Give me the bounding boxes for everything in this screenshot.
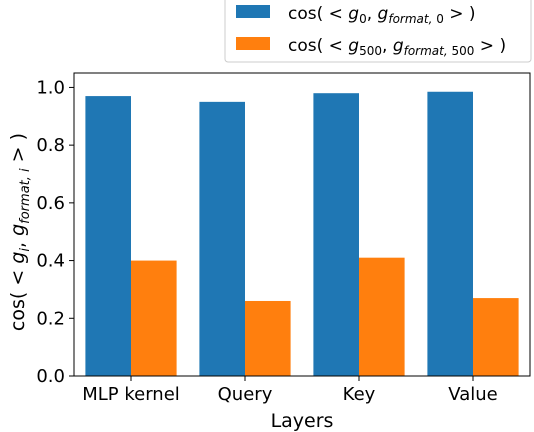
bar-series-0-0 <box>85 96 131 376</box>
legend-swatch-series-0 <box>236 5 270 18</box>
bar-series-1-1 <box>245 300 291 376</box>
x-tick-label-0: MLP kernel <box>82 384 180 405</box>
legend-label-series-0: cos( < g0, gformat, 0 > ) <box>288 4 476 26</box>
x-tick-label-3: Value <box>448 384 497 405</box>
x-tick-label-2: Key <box>343 384 376 405</box>
y-tick-label-5: 1.0 <box>36 77 65 98</box>
legend-swatch-series-1 <box>236 37 270 50</box>
y-tick-label-1: 0.2 <box>36 308 65 329</box>
y-axis-title: cos( < gi, gformat, i > ) <box>7 133 33 331</box>
bar-series-1-0 <box>131 260 177 376</box>
legend: cos( < g0, gformat, 0 > ) cos( < g500, g… <box>224 0 532 63</box>
x-axis-title: Layers <box>271 410 334 432</box>
bar-series-1-2 <box>359 257 405 376</box>
bar-series-0-1 <box>199 101 245 376</box>
bar-series-0-2 <box>313 93 359 376</box>
x-tick-label-1: Query <box>218 384 273 405</box>
y-tick-label-0: 0.0 <box>36 366 65 387</box>
legend-box <box>224 0 532 63</box>
axes-frame <box>73 72 531 377</box>
bar-series-1-3 <box>473 298 519 376</box>
y-tick-label-4: 0.8 <box>36 135 65 156</box>
y-tick-label-3: 0.6 <box>36 193 65 214</box>
y-tick-label-2: 0.4 <box>36 251 65 272</box>
bar-series-0-3 <box>427 91 473 376</box>
